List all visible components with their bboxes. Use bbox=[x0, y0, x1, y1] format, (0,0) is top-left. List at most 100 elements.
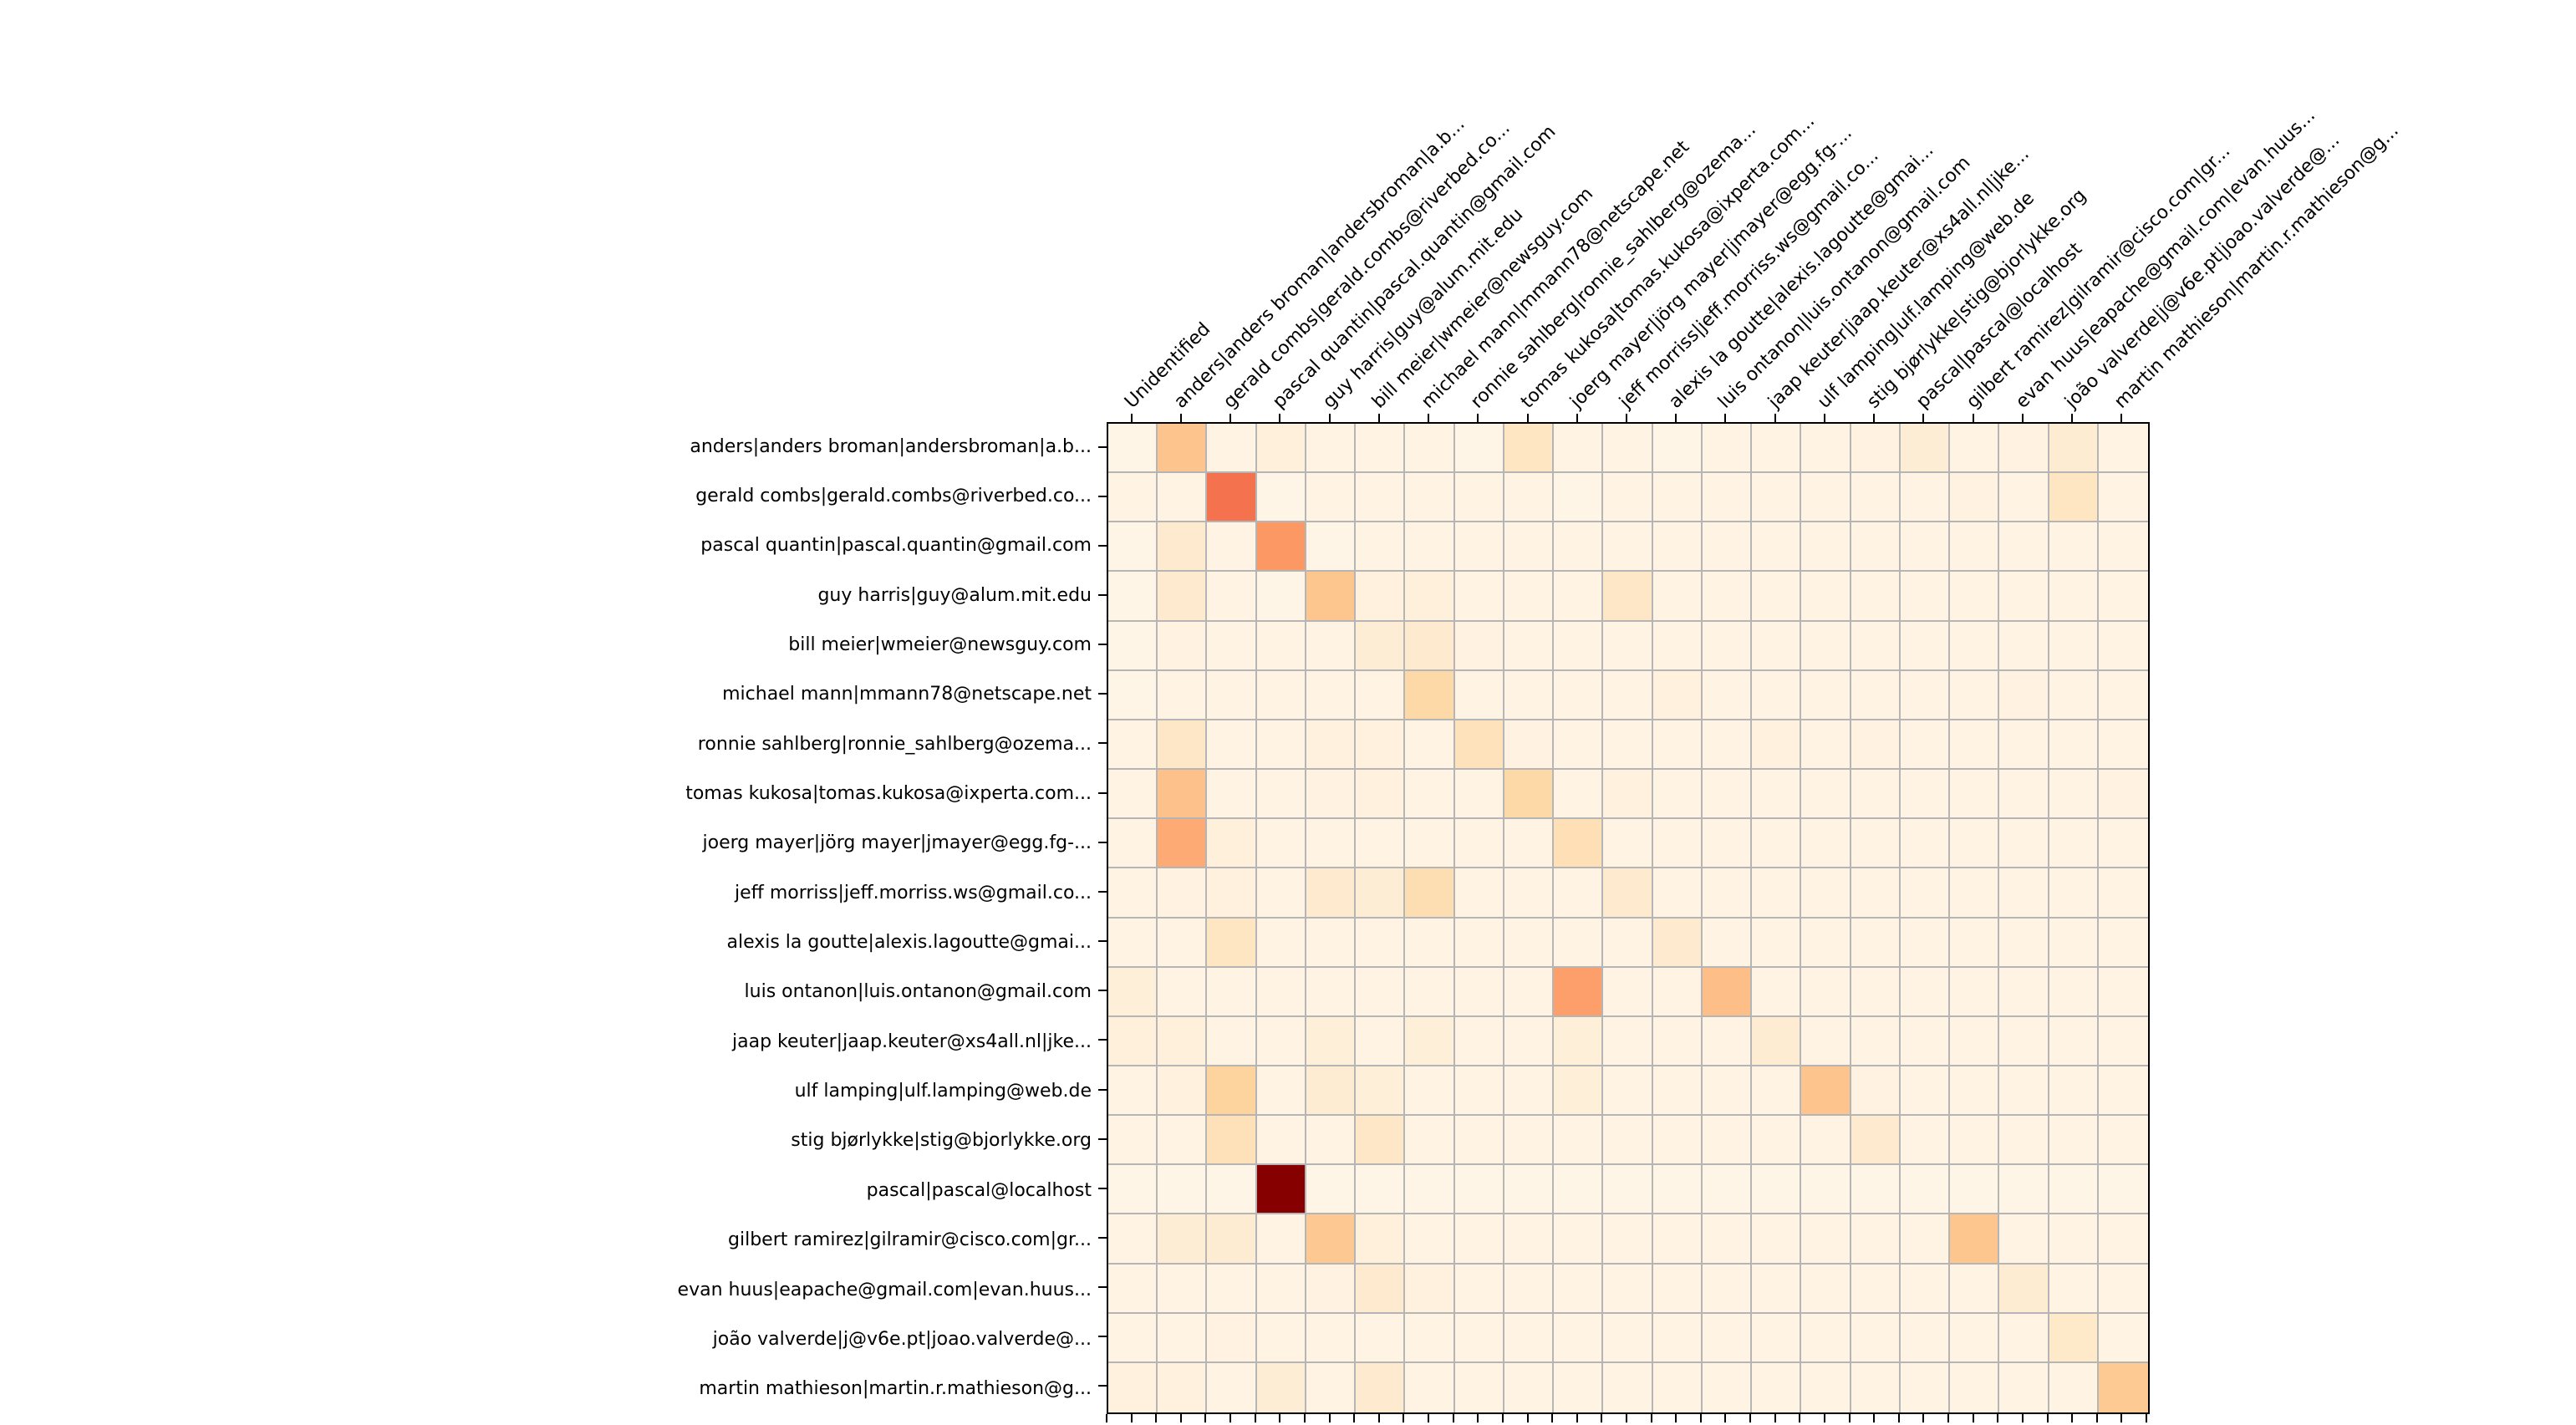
heatmap-cell bbox=[1504, 621, 1555, 671]
heatmap-cell bbox=[1108, 1016, 1158, 1066]
tick-mark bbox=[1799, 1414, 1801, 1422]
tick-mark bbox=[1774, 1414, 1776, 1422]
heatmap-cell bbox=[2049, 918, 2099, 968]
heatmap-cell bbox=[1702, 1116, 1753, 1166]
tick-mark bbox=[1098, 791, 1107, 794]
heatmap-cell bbox=[1256, 918, 1306, 968]
heatmap-cell bbox=[1652, 1313, 1703, 1363]
heatmap-cell bbox=[1603, 1362, 1653, 1412]
heatmap-cell bbox=[1306, 621, 1357, 671]
heatmap-cell bbox=[1405, 572, 1455, 622]
heatmap-cell bbox=[1158, 522, 1208, 573]
heatmap-cell bbox=[1702, 621, 1753, 671]
heatmap-cell bbox=[1158, 819, 1208, 869]
heatmap-cell bbox=[1950, 1362, 2000, 1412]
heatmap-cell bbox=[1554, 522, 1604, 573]
tick-mark bbox=[1254, 1414, 1256, 1422]
heatmap-cell bbox=[1207, 1362, 1257, 1412]
heatmap-cell bbox=[1801, 1362, 1851, 1412]
tick-mark bbox=[2071, 414, 2074, 422]
heatmap-cell bbox=[1752, 1165, 1802, 1215]
heatmap-cell bbox=[1306, 918, 1357, 968]
heatmap-cell bbox=[1900, 1214, 1951, 1265]
heatmap-cell bbox=[2098, 819, 2148, 869]
heatmap-cell bbox=[1256, 720, 1306, 771]
heatmap-cell bbox=[1603, 473, 1653, 523]
heatmap-cell bbox=[1950, 918, 2000, 968]
heatmap-cell bbox=[1108, 473, 1158, 523]
heatmap-cell bbox=[1950, 522, 2000, 573]
tick-mark bbox=[1576, 414, 1578, 422]
heatmap-cell bbox=[1356, 918, 1406, 968]
heatmap-cell bbox=[1999, 819, 2049, 869]
heatmap-cell bbox=[1454, 1264, 1504, 1314]
tick-mark bbox=[1724, 414, 1727, 422]
heatmap-cell bbox=[1702, 572, 1753, 622]
heatmap-cell bbox=[1554, 967, 1604, 1017]
heatmap-cell bbox=[1851, 720, 1901, 771]
heatmap-cell bbox=[1158, 1264, 1208, 1314]
heatmap-cell bbox=[1158, 424, 1208, 474]
row-label: gilbert ramirez|gilramir@cisco.com|gr... bbox=[728, 1229, 1092, 1251]
heatmap-cell bbox=[1652, 522, 1703, 573]
heatmap-cell bbox=[1900, 720, 1951, 771]
column-label: Unidentified bbox=[1120, 318, 1214, 413]
heatmap-cell bbox=[1801, 1016, 1851, 1066]
tick-mark bbox=[1922, 414, 1925, 422]
heatmap-cell bbox=[1158, 720, 1208, 771]
heatmap-cell bbox=[1554, 1362, 1604, 1412]
heatmap-cell bbox=[1554, 770, 1604, 820]
heatmap-cell bbox=[1405, 1362, 1455, 1412]
heatmap-cell bbox=[1752, 522, 1802, 573]
heatmap-cell bbox=[1108, 1066, 1158, 1117]
heatmap-cell bbox=[1752, 1016, 1802, 1066]
tick-mark bbox=[1452, 1414, 1454, 1422]
heatmap-cell bbox=[1504, 1165, 1555, 1215]
tick-mark bbox=[1576, 1414, 1578, 1422]
heatmap-cell bbox=[1454, 868, 1504, 919]
heatmap-cell bbox=[1256, 1313, 1306, 1363]
row-label: stig bjørlykke|stig@bjorlykke.org bbox=[791, 1130, 1092, 1152]
heatmap-cell bbox=[1801, 1313, 1851, 1363]
heatmap-cell bbox=[1851, 1016, 1901, 1066]
heatmap-cell bbox=[1108, 770, 1158, 820]
row-label: guy harris|guy@alum.mit.edu bbox=[817, 584, 1092, 606]
heatmap-cell bbox=[1256, 1214, 1306, 1265]
heatmap-cell bbox=[1801, 572, 1851, 622]
heatmap-cell bbox=[1851, 967, 1901, 1017]
heatmap-cell bbox=[1256, 424, 1306, 474]
heatmap-cell bbox=[1554, 572, 1604, 622]
heatmap-cell bbox=[2049, 621, 2099, 671]
heatmap-cell bbox=[1999, 1016, 2049, 1066]
row-label: gerald combs|gerald.combs@riverbed.co... bbox=[695, 486, 1092, 507]
heatmap-cell bbox=[1108, 621, 1158, 671]
heatmap-cell bbox=[1999, 967, 2049, 1017]
heatmap-cell bbox=[1603, 819, 1653, 869]
heatmap-cell bbox=[1900, 770, 1951, 820]
heatmap-cell bbox=[1108, 1313, 1158, 1363]
heatmap-cell bbox=[1207, 1016, 1257, 1066]
row-label: alexis la goutte|alexis.lagoutte@gmai... bbox=[726, 932, 1092, 954]
heatmap-cell bbox=[1652, 1264, 1703, 1314]
heatmap-cell bbox=[2098, 1214, 2148, 1265]
heatmap-cell bbox=[1702, 918, 1753, 968]
heatmap-cell bbox=[1801, 424, 1851, 474]
heatmap-cell bbox=[1256, 1264, 1306, 1314]
heatmap-cell bbox=[1405, 621, 1455, 671]
heatmap-cell bbox=[1851, 918, 1901, 968]
heatmap-cell bbox=[1851, 1214, 1901, 1265]
heatmap-cell bbox=[1405, 1116, 1455, 1166]
heatmap-cell bbox=[1652, 918, 1703, 968]
tick-mark bbox=[1675, 1414, 1677, 1422]
heatmap-cell bbox=[1603, 522, 1653, 573]
heatmap-cell bbox=[1158, 1165, 1208, 1215]
heatmap-cell bbox=[1851, 424, 1901, 474]
heatmap-cell bbox=[1702, 1214, 1753, 1265]
heatmap-cell bbox=[1752, 670, 1802, 720]
tick-mark bbox=[1098, 693, 1107, 695]
tick-mark bbox=[1848, 1414, 1851, 1422]
heatmap-cell bbox=[1652, 819, 1703, 869]
tick-mark bbox=[1098, 1236, 1107, 1239]
heatmap-cell bbox=[1702, 720, 1753, 771]
